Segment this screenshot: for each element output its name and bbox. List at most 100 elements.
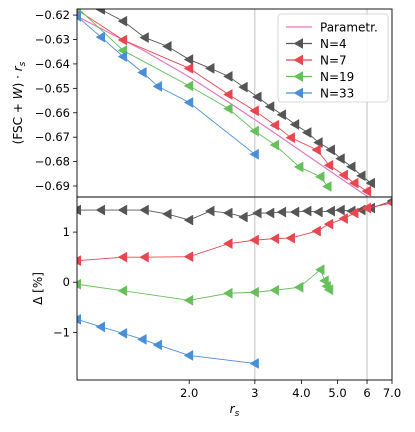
bottom-point-n-19 (269, 284, 280, 296)
legend-box (277, 13, 389, 103)
top-point-n-4 (276, 109, 287, 121)
bottom-point-n-33 (95, 321, 106, 333)
top-line-parametr (77, 15, 370, 197)
top-point-n-4 (345, 161, 356, 173)
bottom-point-n-7 (183, 251, 194, 263)
bottom-point-n-19 (314, 264, 325, 276)
top-panel: −0.62 −0.63 −0.64 −0.65 −0.66 −0.67 −0.68 −0.69… (11, 8, 393, 198)
top-point-n-19 (293, 161, 304, 173)
top-point-n-7 (117, 34, 128, 46)
top-ytick-label: −0.67 (35, 130, 70, 144)
top-point-n-4 (264, 101, 275, 113)
top-point-n-7 (311, 144, 321, 156)
top-point-n-4 (95, 9, 106, 15)
bottom-point-n-7 (223, 238, 233, 250)
bottom-point-n-7 (249, 234, 259, 246)
top-ytick-label: −0.65 (35, 81, 70, 95)
legend-label-n-19: N=19 (320, 70, 354, 84)
legend-label-n-7: N=7 (320, 54, 347, 68)
bottom-point-n-7 (323, 218, 334, 230)
top-point-n-19 (223, 103, 233, 115)
bottom-point-n-33 (183, 350, 194, 361)
legend-entry-n-19: N=19 (286, 70, 354, 84)
top-ytick-label: −0.68 (35, 155, 70, 169)
top-point-n-7 (338, 169, 348, 181)
bottom-point-n-4 (204, 205, 215, 217)
bottom-point-n-4 (183, 214, 194, 226)
bottom-point-n-7 (269, 233, 280, 245)
legend-marker-n-4 (293, 38, 303, 49)
top-point-n-4 (365, 177, 376, 189)
top-point-n-33 (152, 80, 163, 92)
top-point-n-4 (223, 70, 233, 82)
top-ytick-label: −0.62 (35, 8, 70, 22)
bottom-series-group (77, 197, 392, 369)
top-point-n-19 (314, 171, 325, 183)
top-ytick-label: −0.64 (35, 57, 70, 71)
xtick-label: 4.0 (292, 386, 310, 400)
bottom-point-n-4 (301, 205, 312, 217)
bottom-y-ticks: 1 0 −1 (53, 225, 77, 339)
bottom-point-n-33 (137, 333, 147, 345)
top-point-n-4 (204, 62, 215, 74)
top-series-n-19 (77, 9, 332, 192)
x-axis-label: rs (230, 402, 240, 419)
top-point-n-33 (117, 51, 128, 63)
bottom-point-n-4 (264, 207, 275, 219)
legend-entry-n-7: N=7 (286, 54, 347, 68)
bottom-point-n-19 (249, 286, 259, 298)
bottom-point-n-4 (252, 207, 262, 219)
bottom-point-n-7 (117, 251, 128, 263)
bottom-point-n-7 (77, 255, 81, 267)
top-ytick-label: −0.66 (35, 106, 70, 120)
top-point-n-33 (183, 97, 194, 108)
top-point-n-19 (77, 9, 81, 13)
legend: Parametr. N=4 N=7 N=19 N=33 (277, 13, 389, 103)
bottom-point-n-19 (319, 275, 329, 287)
top-point-n-4 (117, 15, 128, 27)
xtick-label: 3 (251, 386, 258, 400)
top-y-axis-label: (FSC + W) · rs (11, 61, 28, 144)
top-series-n-7 (77, 9, 372, 197)
top-y-ticks: −0.62 −0.63 −0.64 −0.65 −0.66 −0.67 −0.68 −0.69 (35, 8, 77, 193)
bottom-point-n-4 (77, 204, 81, 216)
x-ticks: 2.0 3 4.0 5.0 6 7.0 (180, 380, 401, 400)
xtick-label: 2.0 (180, 386, 198, 400)
top-point-n-4 (139, 32, 149, 43)
top-point-n-19 (269, 139, 280, 151)
bottom-panel: 1 0 −1 2.0 3 4.0 5.0 6 7.0 Δ [%] rs (31, 196, 401, 419)
bottom-point-n-7 (386, 199, 392, 207)
top-series-n-33 (77, 10, 259, 160)
top-point-n-33 (95, 31, 106, 43)
top-point-n-7 (183, 62, 194, 74)
top-point-n-4 (289, 119, 300, 130)
top-point-n-4 (183, 54, 194, 65)
bottom-point-n-19 (117, 285, 128, 297)
bottom-point-n-19 (323, 284, 334, 296)
bottom-point-n-33 (152, 339, 163, 351)
top-point-n-7 (285, 132, 295, 144)
bottom-point-n-33 (249, 358, 259, 369)
bottom-point-n-33 (117, 327, 128, 339)
bottom-point-n-7 (361, 202, 372, 214)
bottom-point-n-4 (117, 204, 128, 216)
bottom-point-n-7 (348, 207, 359, 219)
bottom-ytick-label: 0 (63, 275, 70, 289)
bottom-series-n-33 (77, 313, 259, 369)
top-series-n-4 (95, 9, 376, 189)
bottom-point-n-4 (325, 205, 335, 217)
bottom-series-n-7 (77, 199, 392, 267)
bottom-point-n-4 (313, 206, 323, 218)
xtick-label: 6 (363, 386, 370, 400)
bottom-point-n-4 (162, 208, 172, 220)
bottom-plot-frame (76, 196, 393, 381)
bottom-ytick-label: 1 (63, 225, 70, 239)
bottom-point-n-4 (335, 204, 345, 216)
bottom-point-n-33 (77, 313, 81, 325)
top-point-n-19 (183, 80, 194, 92)
top-point-n-7 (348, 177, 359, 189)
bottom-point-n-19 (183, 294, 194, 306)
legend-entry-n-4: N=4 (286, 37, 347, 51)
top-point-n-4 (252, 91, 262, 103)
